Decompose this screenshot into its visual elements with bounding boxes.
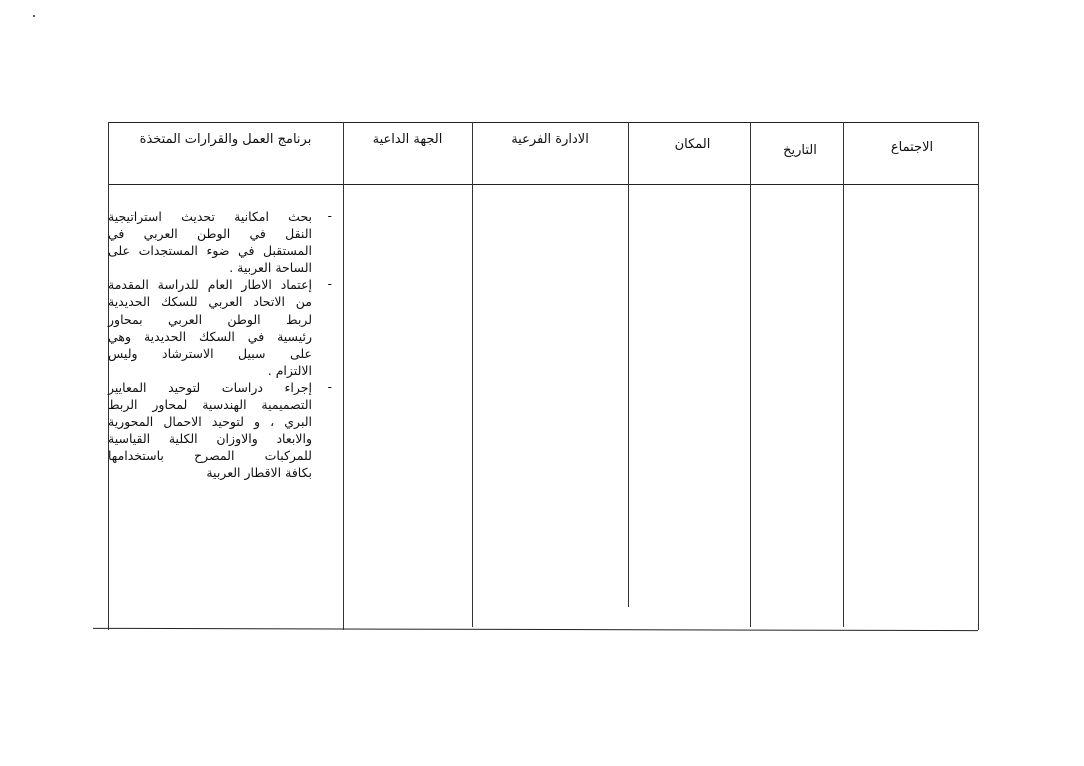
text-line: رئيسية في السكك الحديدية وهي (108, 328, 312, 344)
header-inviting-party: الجهة الداعية (372, 132, 443, 147)
text-line: الساحة العربية . (229, 260, 312, 276)
text-line: لربط الوطن العربي بمحاور (108, 311, 312, 327)
scan-mark (33, 15, 35, 17)
program-decisions-cell: - بحث امكانية تحديث استراتيجية النقل في … (108, 208, 334, 482)
table-right-border (978, 122, 979, 630)
table-left-border (108, 122, 109, 630)
col-divider (843, 122, 844, 627)
text-line: على سبيل الاسترشاد وليس (108, 345, 312, 361)
bullet-dash: - (327, 378, 332, 394)
text-line: بكافة الاقطار العربية (206, 465, 312, 481)
text-line: إجراء دراسات لتوحيد المعايير (108, 379, 312, 395)
table-bottom-border (93, 627, 978, 632)
text-line: النقل في الوطن العربي في (108, 226, 312, 242)
text-line: والابعاد والاوزان الكلية القياسية (108, 431, 312, 447)
decision-item: - إجراء دراسات لتوحيد المعايير التصميمية… (108, 379, 334, 482)
decision-item: - إعتماد الاطار العام للدراسة المقدمة من… (108, 276, 334, 379)
header-program-decisions: برنامج العمل والقرارات المتخذة (139, 132, 312, 147)
bullet-dash: - (327, 276, 332, 292)
header-place: المكان (674, 137, 711, 152)
text-line: إعتماد الاطار العام للدراسة المقدمة (108, 277, 312, 293)
text-line: من الاتحاد العربي للسكك الحديدية (108, 294, 312, 310)
col-divider (472, 122, 473, 627)
text-line: التصميمية الهندسية لمحاور الربط (108, 397, 312, 413)
table-top-border (108, 122, 978, 123)
header-date: التاريخ (783, 143, 817, 158)
header-bottom-border (108, 184, 978, 185)
bullet-dash: - (327, 208, 332, 223)
col-divider (628, 122, 629, 607)
col-divider (343, 122, 344, 630)
header-meeting: الاجتماع (890, 140, 934, 155)
text-line: بحث امكانية تحديث استراتيجية (108, 209, 312, 224)
decision-item: - بحث امكانية تحديث استراتيجية النقل في … (108, 208, 334, 276)
text-line: المستقبل في ضوء المستجدات على (108, 243, 312, 259)
col-divider (750, 122, 751, 627)
header-sub-department: الادارة الفرعية (511, 132, 589, 147)
text-line: البري ، و لتوحيد الاحمال المحورية (108, 414, 312, 430)
text-line: للمركبات المصرح باستخدامها (108, 448, 312, 464)
text-line: الالتزام . (267, 362, 312, 378)
